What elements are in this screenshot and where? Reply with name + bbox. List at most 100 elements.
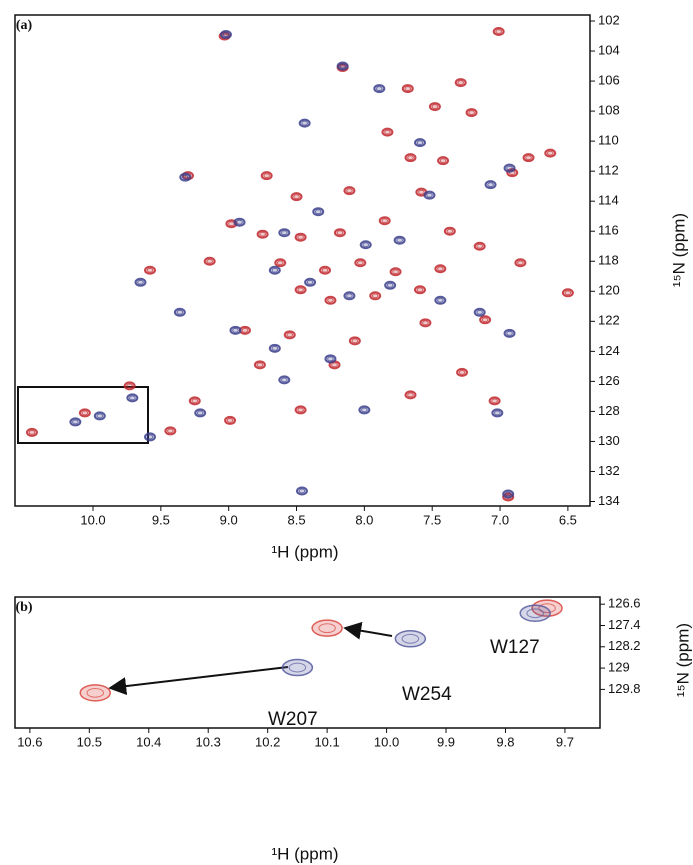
- peak-contour: [479, 315, 492, 325]
- peak-contour: [465, 108, 478, 118]
- peak-contour: [176, 309, 184, 315]
- peak: [423, 190, 436, 200]
- peak-contour: [538, 603, 556, 614]
- peak: [514, 258, 527, 268]
- peak-contour: [324, 295, 337, 305]
- peak: [413, 285, 426, 295]
- peak-contour: [373, 84, 386, 94]
- peak: [488, 396, 501, 406]
- peak: [434, 295, 447, 305]
- peak-contour: [167, 428, 174, 434]
- peak: [359, 240, 372, 250]
- peak-contour: [519, 604, 551, 622]
- peak-contour: [137, 279, 144, 285]
- peak: [294, 405, 307, 415]
- peak-contour: [306, 279, 314, 285]
- peak-contour: [358, 405, 371, 415]
- peak: [381, 127, 394, 137]
- peak-contour: [327, 297, 334, 303]
- y-tick-label: 102: [598, 12, 620, 27]
- peak: [278, 228, 291, 238]
- peak-contour: [297, 287, 304, 293]
- peak-contour: [506, 165, 513, 171]
- peak-contour: [222, 32, 230, 37]
- peak: [123, 381, 136, 391]
- peak-contour: [331, 362, 338, 368]
- peak: [389, 267, 402, 277]
- peak-contour: [495, 29, 502, 34]
- peak: [164, 426, 177, 436]
- peak-contour: [129, 395, 136, 401]
- peak-contour: [96, 413, 104, 419]
- peak: [484, 180, 497, 190]
- peak: [25, 427, 38, 437]
- peak-contour: [396, 237, 403, 243]
- peak: [413, 138, 426, 148]
- peak-contour: [407, 155, 414, 161]
- peak-contour: [357, 260, 364, 266]
- peak: [268, 343, 281, 353]
- peak-contour: [564, 290, 572, 296]
- peak-contour: [278, 375, 291, 385]
- peak-contour: [418, 189, 425, 195]
- peak-contour: [502, 489, 515, 499]
- peak-contour: [526, 608, 544, 619]
- peak-contour: [393, 235, 406, 245]
- y-tick-label: 120: [598, 283, 620, 298]
- peak: [434, 264, 447, 274]
- y-tick-label: 106: [598, 73, 620, 88]
- peak: [519, 604, 551, 622]
- peak: [312, 207, 325, 217]
- peak-annotation: W254: [402, 684, 452, 705]
- peak: [268, 265, 281, 275]
- peak-contour: [290, 192, 303, 202]
- peak-contour: [446, 228, 454, 234]
- peak-contour: [473, 307, 486, 317]
- peak-contour: [281, 377, 288, 383]
- peak-contour: [376, 86, 383, 91]
- peak-contour: [69, 417, 82, 427]
- peak-contour: [437, 297, 444, 303]
- peak: [203, 256, 216, 266]
- peak-contour: [378, 216, 391, 226]
- peak-contour: [431, 104, 439, 110]
- peak-contour: [428, 102, 441, 112]
- peak-contour: [422, 320, 429, 326]
- peak-contour: [286, 332, 293, 338]
- x-tick-label: 9.7: [556, 734, 574, 749]
- x-tick-label: 9.5: [152, 512, 170, 527]
- peak-contour: [413, 138, 426, 148]
- y-tick-label: 112: [598, 163, 619, 178]
- peak: [378, 216, 391, 226]
- peak: [428, 102, 441, 112]
- x-tick-label: 9.8: [496, 734, 514, 749]
- peak-contour: [488, 396, 501, 406]
- peak-contour: [233, 217, 246, 227]
- peak-contour: [173, 307, 186, 317]
- peak-contour: [491, 398, 498, 404]
- peak-contour: [437, 156, 450, 166]
- peak: [278, 375, 291, 385]
- peak-contour: [268, 265, 281, 275]
- y-tick-label: 108: [598, 103, 620, 118]
- peak-contour: [229, 325, 242, 335]
- peak: [126, 393, 139, 403]
- peak-annotation: W207: [268, 709, 318, 730]
- peak: [281, 658, 314, 677]
- peak-contour: [28, 430, 36, 435]
- y-tick-label: 127.4: [608, 617, 641, 632]
- peak-contour: [426, 192, 433, 198]
- peak-contour: [268, 343, 281, 353]
- x-tick-label: 10.5: [77, 734, 102, 749]
- peak: [419, 318, 432, 328]
- peak: [369, 291, 382, 301]
- y-tick-label: 104: [598, 42, 620, 57]
- peak: [443, 226, 456, 236]
- peak-contour: [351, 338, 359, 344]
- peak-contour: [123, 381, 136, 391]
- peak-contour: [404, 390, 417, 400]
- peak-contour: [348, 336, 361, 346]
- peak-contour: [416, 287, 424, 293]
- peak-contour: [126, 393, 139, 403]
- y-tick-label: 134: [598, 493, 620, 508]
